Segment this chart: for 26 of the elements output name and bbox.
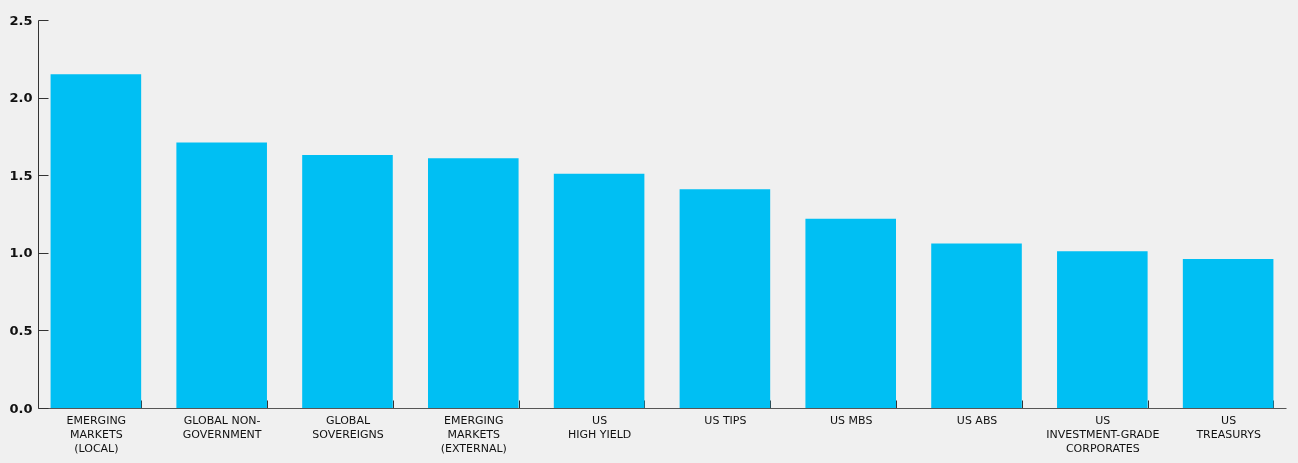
y-tick-label: 2.5 xyxy=(9,12,33,28)
y-tick-label: 1.0 xyxy=(9,245,33,261)
x-tick-label: US INVESTMENT-GRADE CORPORATES xyxy=(1046,413,1160,455)
x-tick-label: US HIGH YIELD xyxy=(567,413,632,441)
x-tick-label: EMERGING MARKETS (EXTERNAL) xyxy=(440,413,507,455)
y-tick-label: 0.0 xyxy=(9,400,33,416)
x-tick-label: US TIPS xyxy=(704,413,747,427)
bar xyxy=(553,173,645,408)
bar xyxy=(805,218,896,408)
y-tick-label: 0.5 xyxy=(9,322,33,338)
x-tick-label: GLOBAL SOVEREIGNS xyxy=(312,413,384,441)
x-tick-label: GLOBAL NON- GOVERNMENT xyxy=(182,413,262,441)
y-tick-label: 2.0 xyxy=(9,90,33,106)
bar xyxy=(1182,259,1274,408)
bar xyxy=(176,142,267,408)
x-tick-label: US ABS xyxy=(956,413,998,427)
bar xyxy=(931,243,1022,408)
bar xyxy=(1057,251,1148,408)
bar xyxy=(50,74,142,408)
x-tick-label: US TREASURYS xyxy=(1195,413,1261,441)
x-tick-label: US MBS xyxy=(830,413,873,427)
y-tick-label: 1.5 xyxy=(9,167,33,183)
bar xyxy=(428,158,519,408)
bar xyxy=(302,155,393,408)
bar xyxy=(679,189,771,408)
x-tick-label: EMERGING MARKETS (LOCAL) xyxy=(66,413,127,455)
